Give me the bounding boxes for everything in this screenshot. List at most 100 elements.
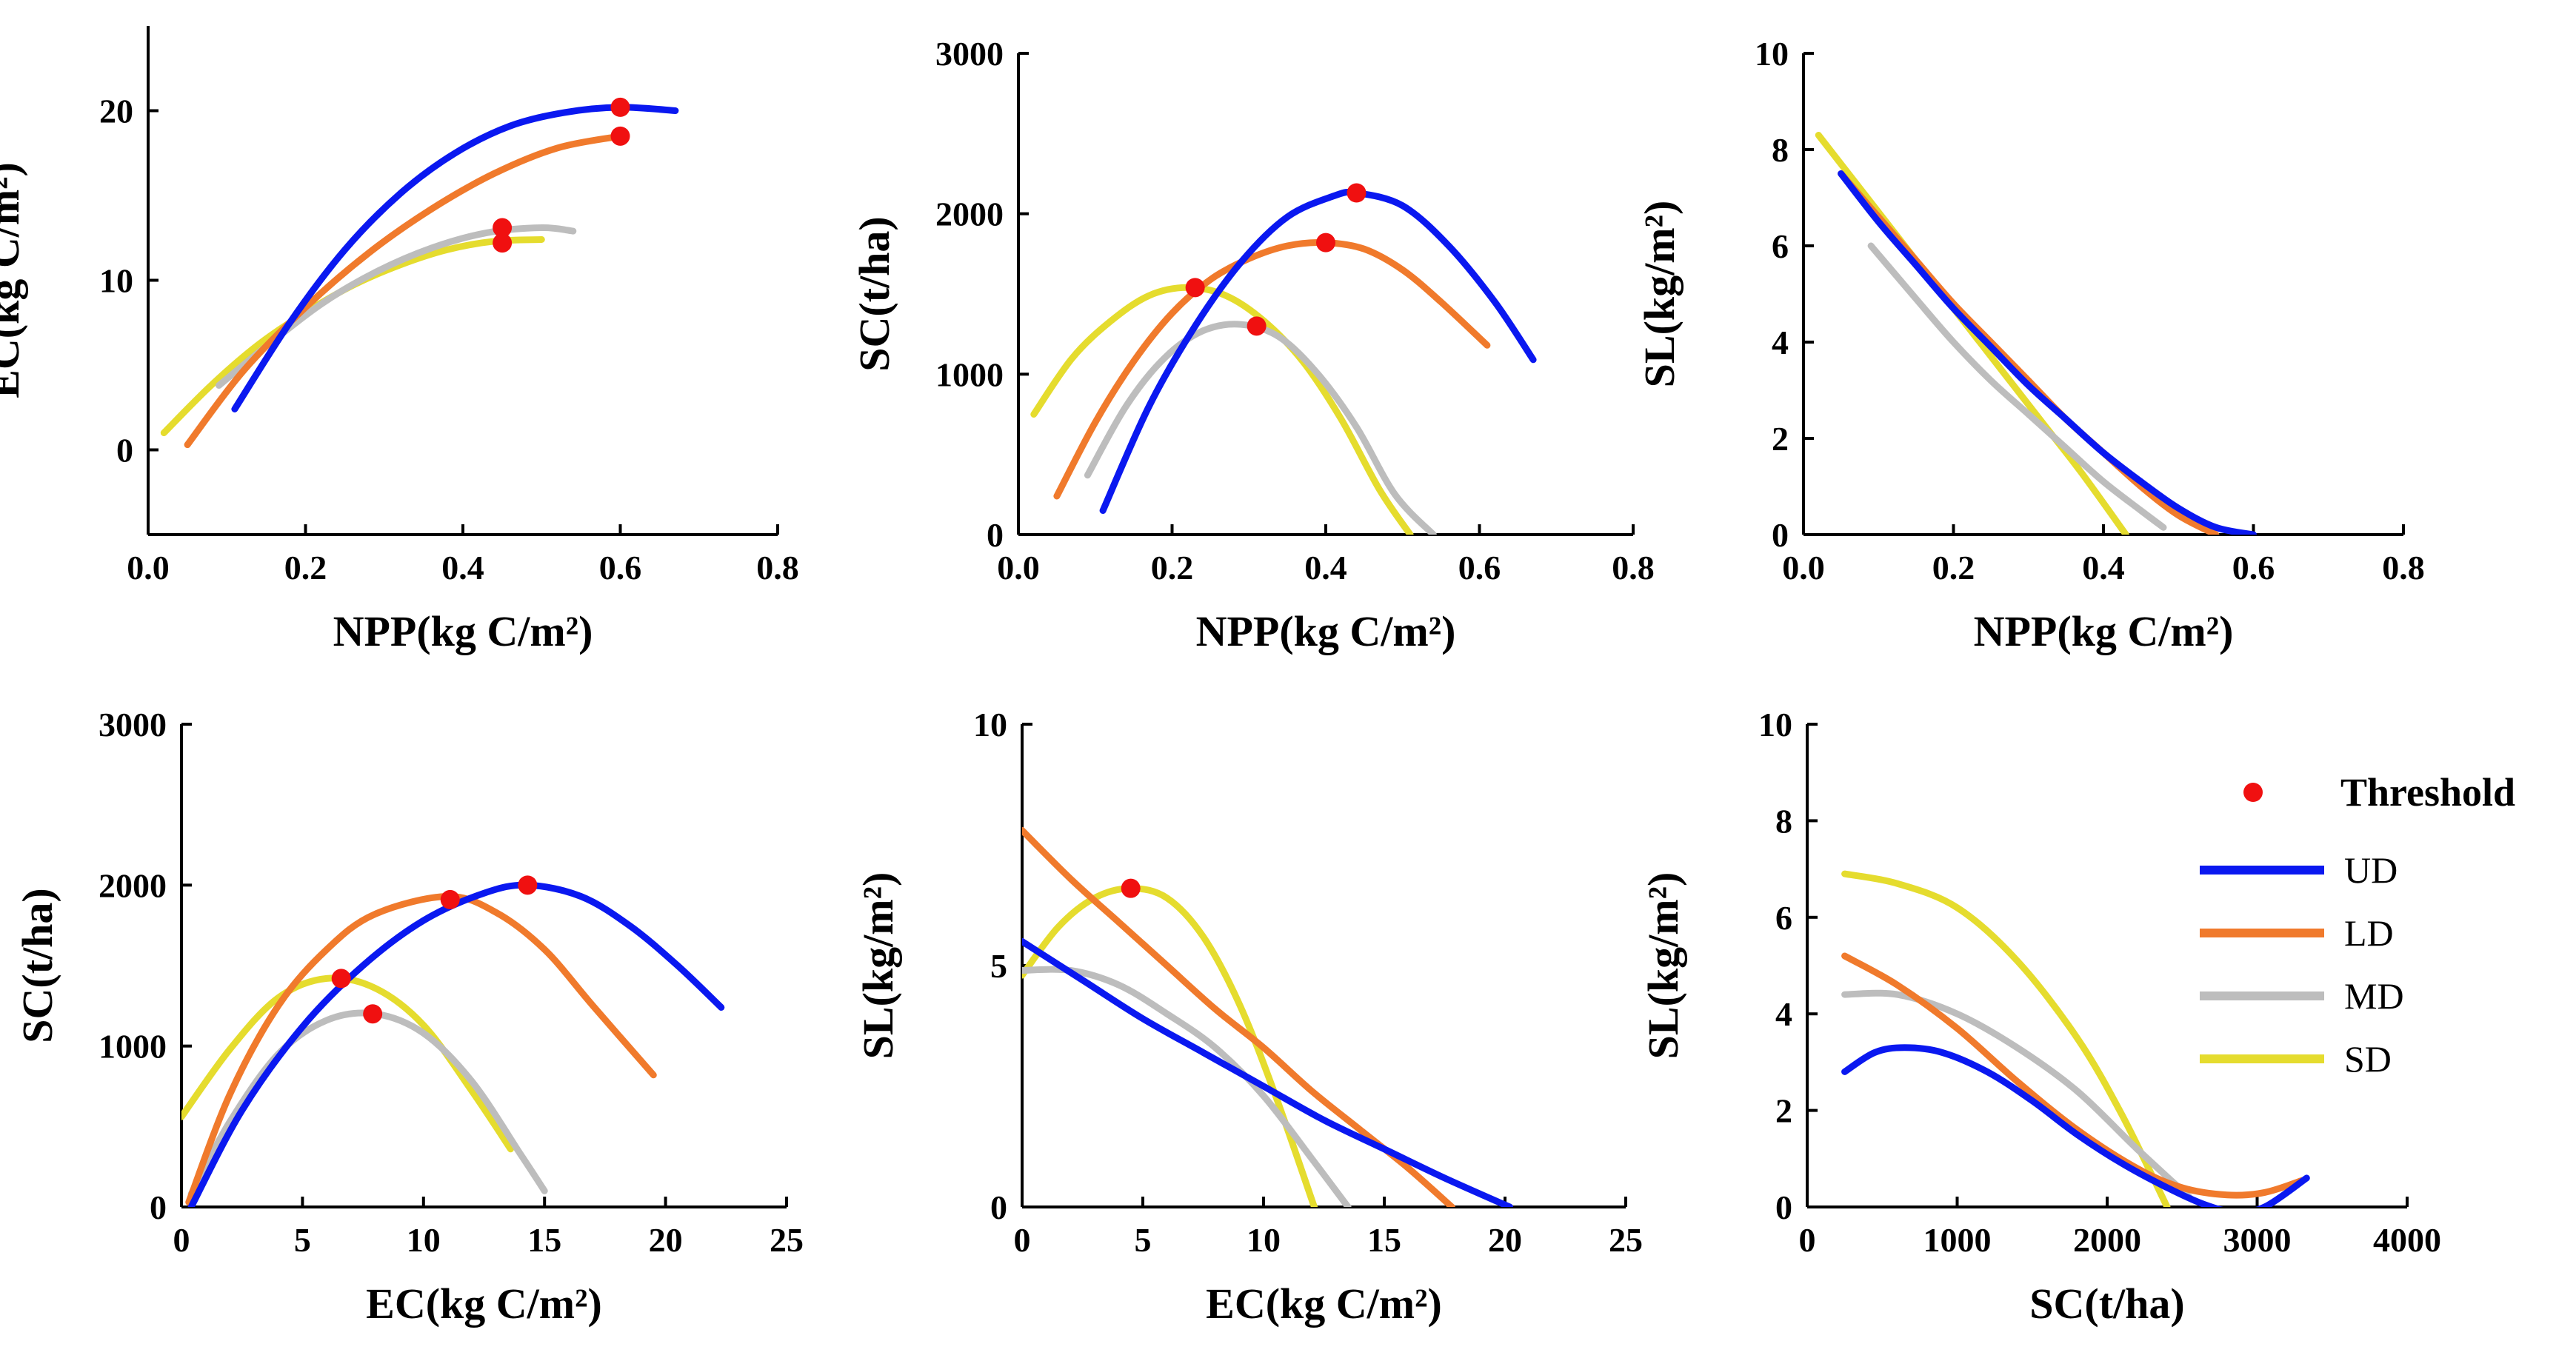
threshold-point [440, 889, 460, 909]
y-tick-label: 8 [1772, 131, 1789, 169]
y-tick-label: 6 [1772, 227, 1789, 265]
threshold-point [610, 97, 630, 117]
x-tick-label: 0.0 [997, 549, 1040, 586]
series-line-sd [181, 974, 514, 1153]
series-line-ld [184, 133, 624, 449]
panel-2: 0.0 0.2 0.4 0.6 0.8 0 1000 2000 3000 NPP(kg C/m²)… [850, 35, 1655, 655]
x-tick-label: 20 [649, 1221, 683, 1259]
y-tick-label: 0 [116, 432, 133, 469]
y-tick-label: 0 [987, 516, 1004, 554]
y-tick-label: 0 [1775, 1188, 1792, 1226]
legend-label-ud: UD [2344, 849, 2398, 891]
panel-4: 0 5 10 15 20 25 0 1000 2000 3000 EC(kg C/m²) SC(t/h… [13, 706, 804, 1328]
series-line-ld [1838, 170, 2220, 535]
x-tick-label: 1000 [1923, 1221, 1992, 1259]
y-tick-label: 8 [1775, 802, 1792, 840]
panel-1: 0.0 0.2 0.4 0.6 0.8 0 10 20 NPP(kg C/m²) EC(kg C/… [0, 26, 799, 655]
x-tick-label: 10 [407, 1221, 441, 1259]
legend: Threshold UD LD MD SD [2200, 770, 2515, 1080]
x-tick-label: 0.6 [2232, 549, 2275, 586]
threshold-point [610, 126, 630, 146]
x-axis-title: SC(t/ha) [2029, 1280, 2184, 1328]
y-tick-label: 1000 [935, 355, 1004, 393]
x-tick-label: 0 [1799, 1221, 1816, 1259]
x-tick-label: 3000 [2223, 1221, 2292, 1259]
y-tick-label: 2000 [99, 866, 167, 904]
x-tick-label: 0.4 [2082, 549, 2125, 586]
series-line-md [1867, 242, 2167, 531]
x-tick-label: 0.2 [1151, 549, 1194, 586]
y-tick-label: 0 [990, 1188, 1007, 1226]
y-tick-label: 20 [99, 93, 133, 130]
y-tick-label: 3000 [935, 35, 1004, 73]
threshold-point [493, 218, 513, 238]
series-line-sd [1022, 885, 1318, 1207]
x-tick-label: 0.8 [756, 549, 799, 586]
y-axis-title: SL(kg/m²) [1635, 201, 1684, 388]
threshold-point [1247, 316, 1267, 336]
x-tick-label: 25 [1609, 1221, 1643, 1259]
threshold-point [1316, 233, 1335, 253]
series-line-md [1022, 966, 1352, 1207]
y-tick-label: 2 [1775, 1092, 1792, 1130]
series-line-sd [1841, 870, 2171, 1207]
x-tick-label: 15 [527, 1221, 561, 1259]
threshold-point [518, 875, 538, 895]
x-tick-label: 0.4 [1304, 549, 1347, 586]
series-line-ud [1099, 188, 1537, 514]
threshold-point [1185, 278, 1205, 298]
panel-5: 0 5 10 15 20 25 0 5 10 EC(kg C/m²) SL(kg/m²) [854, 706, 1643, 1328]
x-tick-label: 0.0 [127, 549, 170, 586]
y-tick-label: 3000 [99, 706, 167, 743]
series-line-ud [1838, 170, 2257, 535]
series-line-ud [1841, 1044, 2310, 1207]
x-tick-label: 0.4 [441, 549, 484, 586]
x-tick-label: 4000 [2373, 1221, 2441, 1259]
x-tick-label: 0.8 [2382, 549, 2425, 586]
series-line-md [1841, 989, 2193, 1201]
y-axis-title: SC(t/ha) [13, 888, 61, 1043]
legend-label-md: MD [2344, 975, 2404, 1017]
series-line-ud [187, 881, 725, 1207]
y-tick-label: 6 [1775, 899, 1792, 937]
series-line-md [216, 224, 577, 389]
y-tick-label: 4 [1772, 324, 1789, 361]
x-axis-title: NPP(kg C/m²) [1196, 607, 1456, 655]
series-line-sd [1815, 132, 2129, 535]
x-tick-label: 5 [1135, 1221, 1152, 1259]
series-line-ld [185, 892, 657, 1205]
x-tick-label: 10 [1247, 1221, 1281, 1259]
x-axis-title: NPP(kg C/m²) [333, 607, 593, 655]
panel-6: 0 1000 2000 3000 4000 0 2 4 6 8 10 SC(t/ha) SL(kg/m²… [1639, 706, 2441, 1328]
series-line-ud [1022, 937, 1513, 1207]
x-tick-label: 5 [294, 1221, 311, 1259]
x-axis-title: NPP(kg C/m²) [1974, 607, 2234, 655]
x-tick-label: 0.2 [284, 549, 327, 586]
threshold-point [331, 969, 351, 989]
series-line-ld [1841, 952, 2306, 1199]
x-tick-label: 0 [173, 1221, 190, 1259]
y-tick-label: 10 [973, 706, 1007, 743]
x-axis-title: EC(kg C/m²) [1206, 1280, 1442, 1328]
x-tick-label: 15 [1367, 1221, 1401, 1259]
y-tick-label: 10 [1758, 706, 1792, 743]
panel-3: 0.0 0.2 0.4 0.6 0.8 0 2 4 6 8 10 NPP(kg C/m²) SL(kg/… [1635, 35, 2425, 655]
x-tick-label: 0.0 [1782, 549, 1825, 586]
x-tick-label: 25 [770, 1221, 804, 1259]
y-axis-title: SL(kg/m²) [1639, 872, 1687, 1060]
y-axis-title: SL(kg/m²) [854, 872, 902, 1060]
y-tick-label: 1000 [99, 1028, 167, 1066]
y-tick-label: 0 [150, 1188, 167, 1226]
x-tick-label: 0.6 [1458, 549, 1501, 586]
y-tick-label: 4 [1775, 995, 1792, 1033]
threshold-point [1347, 183, 1367, 203]
y-tick-label: 10 [1755, 35, 1789, 73]
x-tick-label: 2000 [2073, 1221, 2141, 1259]
y-axis-title: SC(t/ha) [850, 216, 898, 371]
y-tick-label: 2 [1772, 420, 1789, 458]
x-axis-title: EC(kg C/m²) [366, 1280, 602, 1328]
y-axis-title: EC(kg C/m²) [0, 162, 28, 398]
threshold-point [493, 233, 513, 253]
